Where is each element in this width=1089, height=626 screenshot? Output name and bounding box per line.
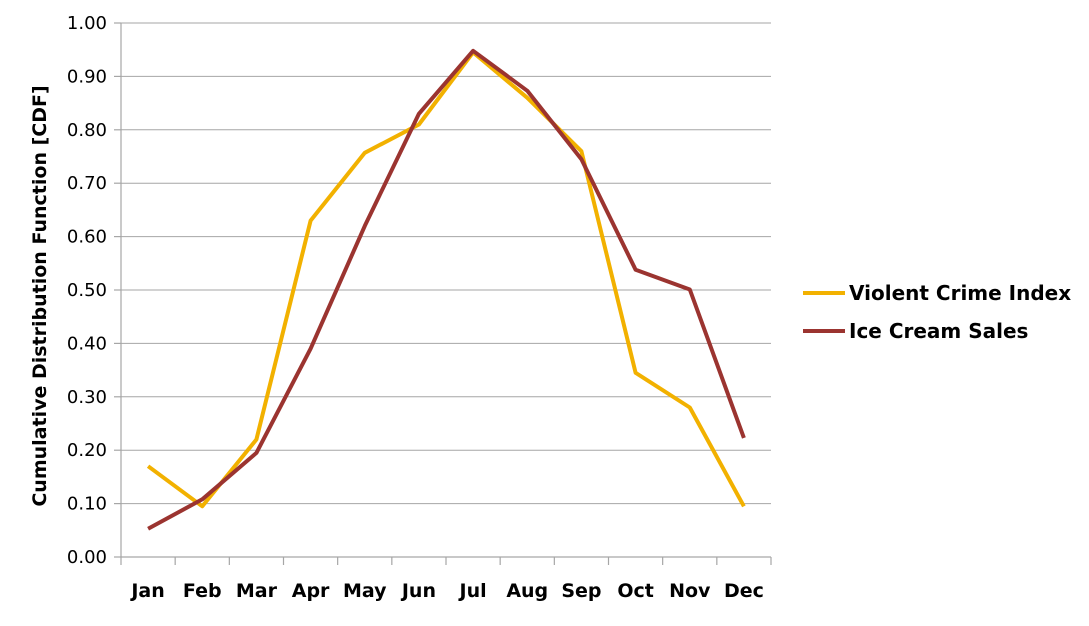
- y-axis-title: Cumulative Distribution Function [CDF]: [29, 85, 51, 506]
- legend-label: Ice Cream Sales: [849, 319, 1028, 343]
- y-tick-label: 0.90: [67, 66, 107, 87]
- x-tick-label: Oct: [617, 580, 654, 602]
- gridlines: [121, 22, 771, 505]
- x-tick-label: Nov: [669, 580, 711, 602]
- y-tick-label: 0.60: [67, 227, 107, 248]
- legend: Violent Crime Index Ice Cream Sales: [803, 281, 1071, 343]
- x-tick-labels: Jan Feb Mar Apr May Jun Jul Aug Sep Oct Nov Dec: [129, 580, 764, 602]
- x-tick-label: May: [343, 580, 387, 602]
- legend-label: Violent Crime Index: [849, 281, 1071, 305]
- y-tick-label: 1.00: [67, 13, 107, 34]
- series-line-1: [146, 50, 746, 509]
- x-tick-label: Jul: [458, 580, 487, 602]
- x-tick-label: Apr: [292, 580, 330, 602]
- axes: [114, 22, 772, 565]
- x-tick-label: Aug: [506, 580, 548, 602]
- series-lines: [146, 48, 746, 531]
- y-tick-label: 0.10: [67, 494, 107, 515]
- x-tick-label: Dec: [724, 580, 764, 602]
- y-tick-label: 0.80: [67, 120, 107, 141]
- x-tick-label: Mar: [236, 580, 278, 602]
- x-tick-label: Feb: [183, 580, 222, 602]
- y-tick-label: 0.50: [67, 280, 107, 301]
- y-tick-label: 0.30: [67, 387, 107, 408]
- x-tick-label: Jan: [129, 580, 164, 602]
- x-tick-label: Sep: [561, 580, 601, 602]
- series-line-2: [147, 48, 746, 531]
- y-tick-label: 0.40: [67, 333, 107, 354]
- x-tick-label: Jun: [400, 580, 436, 602]
- y-tick-label: 0.70: [67, 173, 107, 194]
- y-tick-label: 0.00: [67, 547, 107, 568]
- y-tick-labels: 0.00 0.10 0.20 0.30 0.40 0.50 0.60 0.70 0.80 0.90…: [67, 13, 107, 568]
- y-tick-label: 0.20: [67, 440, 107, 461]
